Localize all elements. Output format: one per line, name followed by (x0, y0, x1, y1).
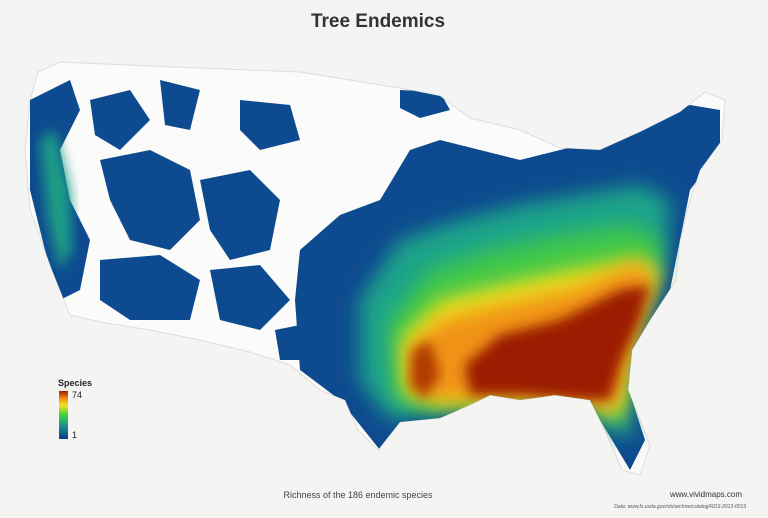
credit: www.vividmaps.com (669, 490, 742, 499)
legend-min: 1 (72, 430, 77, 440)
map-title: Tree Endemics (311, 11, 445, 32)
legend-title: Species (58, 378, 92, 388)
richness-layer (30, 80, 720, 470)
legend-color-scale (59, 391, 68, 439)
data-source: Data: www.fs.usda.gov/rds/archive/catalo… (614, 504, 746, 510)
legend-max: 74 (72, 390, 82, 400)
caption: Richness of the 186 endemic species (283, 490, 433, 500)
west-patches (30, 80, 450, 360)
